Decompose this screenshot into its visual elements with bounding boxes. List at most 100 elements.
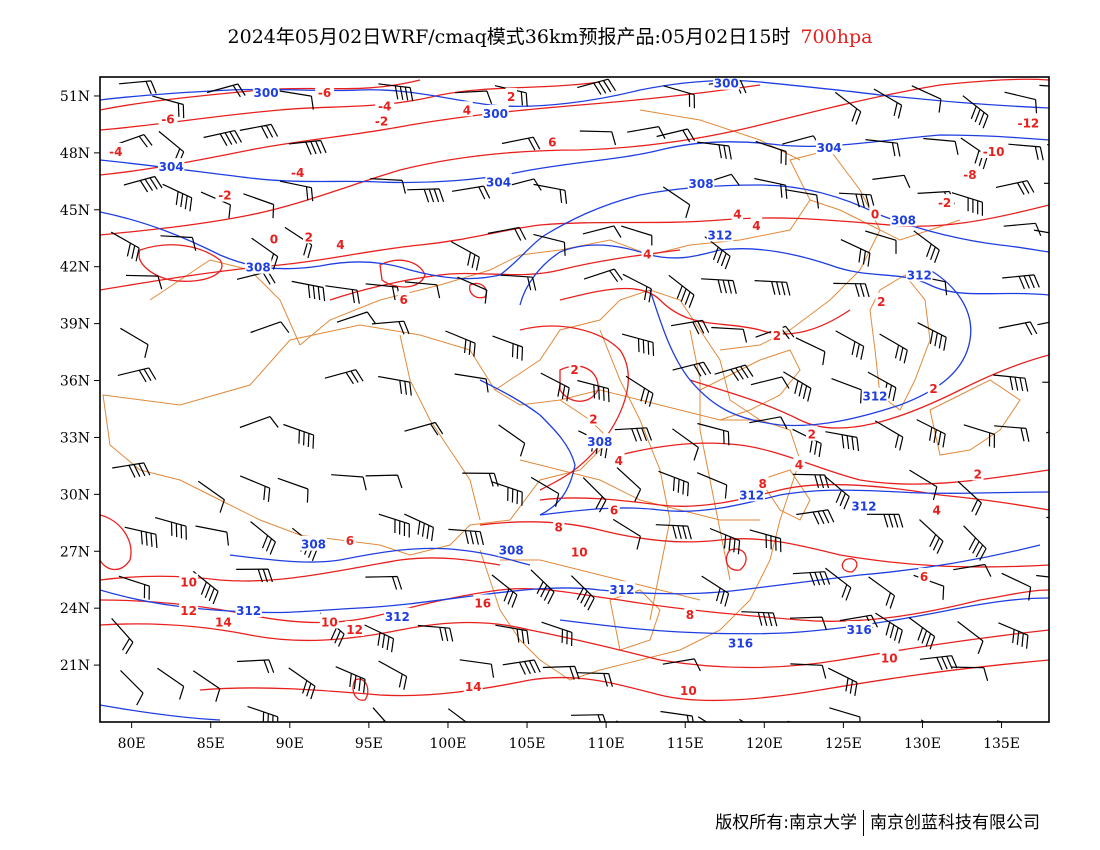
wind-barb [110,231,140,262]
wind-barb [370,178,406,194]
wind-barb [582,225,622,238]
wind-barb [919,519,944,554]
wind-barb [865,139,901,157]
temperature-contour-label: -4 [378,99,391,113]
wind-barb [250,321,290,334]
temperature-contour-label-bg [569,543,589,559]
wind-barb [112,462,151,478]
temperature-contour-label-bg [344,531,356,547]
lon-tick-label: 105E [509,736,546,752]
temperature-contour-label: 4 [933,504,941,518]
wind-barb [247,705,279,722]
wind-barb [1004,91,1038,114]
wind-barb [239,416,279,429]
temperature-contour-label: 6 [346,534,354,548]
height-contour-label-bg [687,175,715,191]
temperature-contour-label-bg [756,474,769,490]
temperature-contour-label: 2 [570,363,578,377]
wind-barb [125,274,163,290]
wind-barb [378,660,408,690]
wind-barb [501,136,541,151]
temperature-contour-label: 4 [336,238,344,252]
wind-barb [621,333,655,357]
lon-tick-label: 90E [276,736,304,752]
temperature-contour-label: 6 [400,293,408,307]
wind-barb [336,311,376,324]
wind-barb [407,188,445,203]
wind-barb [324,369,364,385]
wind-barb [668,274,695,308]
wind-barb [250,521,276,555]
height-contour-label-bg [738,486,765,502]
wind-barb [833,282,870,298]
lon-tick-label: 85E [197,736,225,752]
temperature-contour-label: 2 [974,467,982,481]
height-contour-label: 304 [817,141,842,155]
height-contour-label: 308 [301,538,326,552]
wind-barb [711,326,748,343]
lon-tick-label: 120E [746,736,783,752]
height-contour-label: 312 [609,583,634,597]
wind-barb [783,371,812,402]
copyright-company: 南京创蓝科技有限公司 [870,813,1040,833]
title-main: 2024年05月02日WRF/cmaq模式36km预报产品:05月02日15时 [227,26,791,48]
lat-tick-label: 51N [60,89,90,105]
temperature-contour-label-bg [678,681,698,697]
wind-barb [192,670,221,702]
wind-barb [755,140,787,166]
height-contour-label-bg [244,258,272,274]
temperature-contour-label-bg [875,292,888,308]
temperature-contour-label: 2 [808,428,816,442]
lon-tick-label: 80E [118,736,146,752]
temperature-contour-label: 2 [877,295,885,309]
map-frame [99,76,1050,723]
temperature-contour-label-bg [935,194,955,210]
temperature-contour-label: 4 [795,458,803,472]
height-contour-label: 308 [587,435,612,449]
wind-barb [616,467,642,502]
wind-barb [157,667,185,700]
temperature-contour-label-bg [315,84,335,100]
wind-barb [714,364,754,382]
temperature-contour-label: 4 [463,103,471,117]
height-contour-label-bg [157,158,185,174]
temperature-contour-label-bg [750,216,763,232]
wind-barb [838,192,875,209]
wind-barb [491,574,518,608]
wind-barb [829,707,861,722]
lat-tick-label: 39N [60,317,90,333]
wind-barb [533,233,566,256]
wind-barb [533,183,568,204]
wind-barb [960,137,988,170]
lon-tick-label: 95E [355,736,383,752]
wind-barb [873,88,903,119]
wind-barb [614,427,653,442]
temperature-contour-label-bg [869,205,881,221]
height-contour-label-bg [861,387,889,403]
height-contour-label: 312 [385,610,410,624]
wind-barb [697,141,732,160]
wind-barb [662,658,701,672]
temperature-contour-label: 10 [180,576,197,590]
wind-barb [279,180,314,202]
wind-barb [913,230,940,264]
wind-barb [792,473,830,489]
wind-barb [502,659,541,675]
temperature-contour-label: 10 [321,615,338,629]
lon-tick-label: 100E [429,736,466,752]
temperature-contour-label: 6 [610,504,618,518]
wind-barb [792,571,831,586]
temperature-contour-label: 4 [752,219,760,233]
wind-barb [378,83,414,102]
height-contour-label: 300 [714,77,739,91]
height-contour-label-bg [608,581,636,597]
lat-tick-label: 45N [60,203,90,219]
temperature-contour-label-bg [930,501,943,517]
wind-barb [909,469,938,501]
temperature-contour-label: -2 [938,196,951,210]
wind-barb [831,378,862,404]
wind-barb [570,575,595,611]
pressure-level: 700hpa [800,26,873,48]
wind-barb [917,322,947,351]
wind-barb [239,475,271,502]
